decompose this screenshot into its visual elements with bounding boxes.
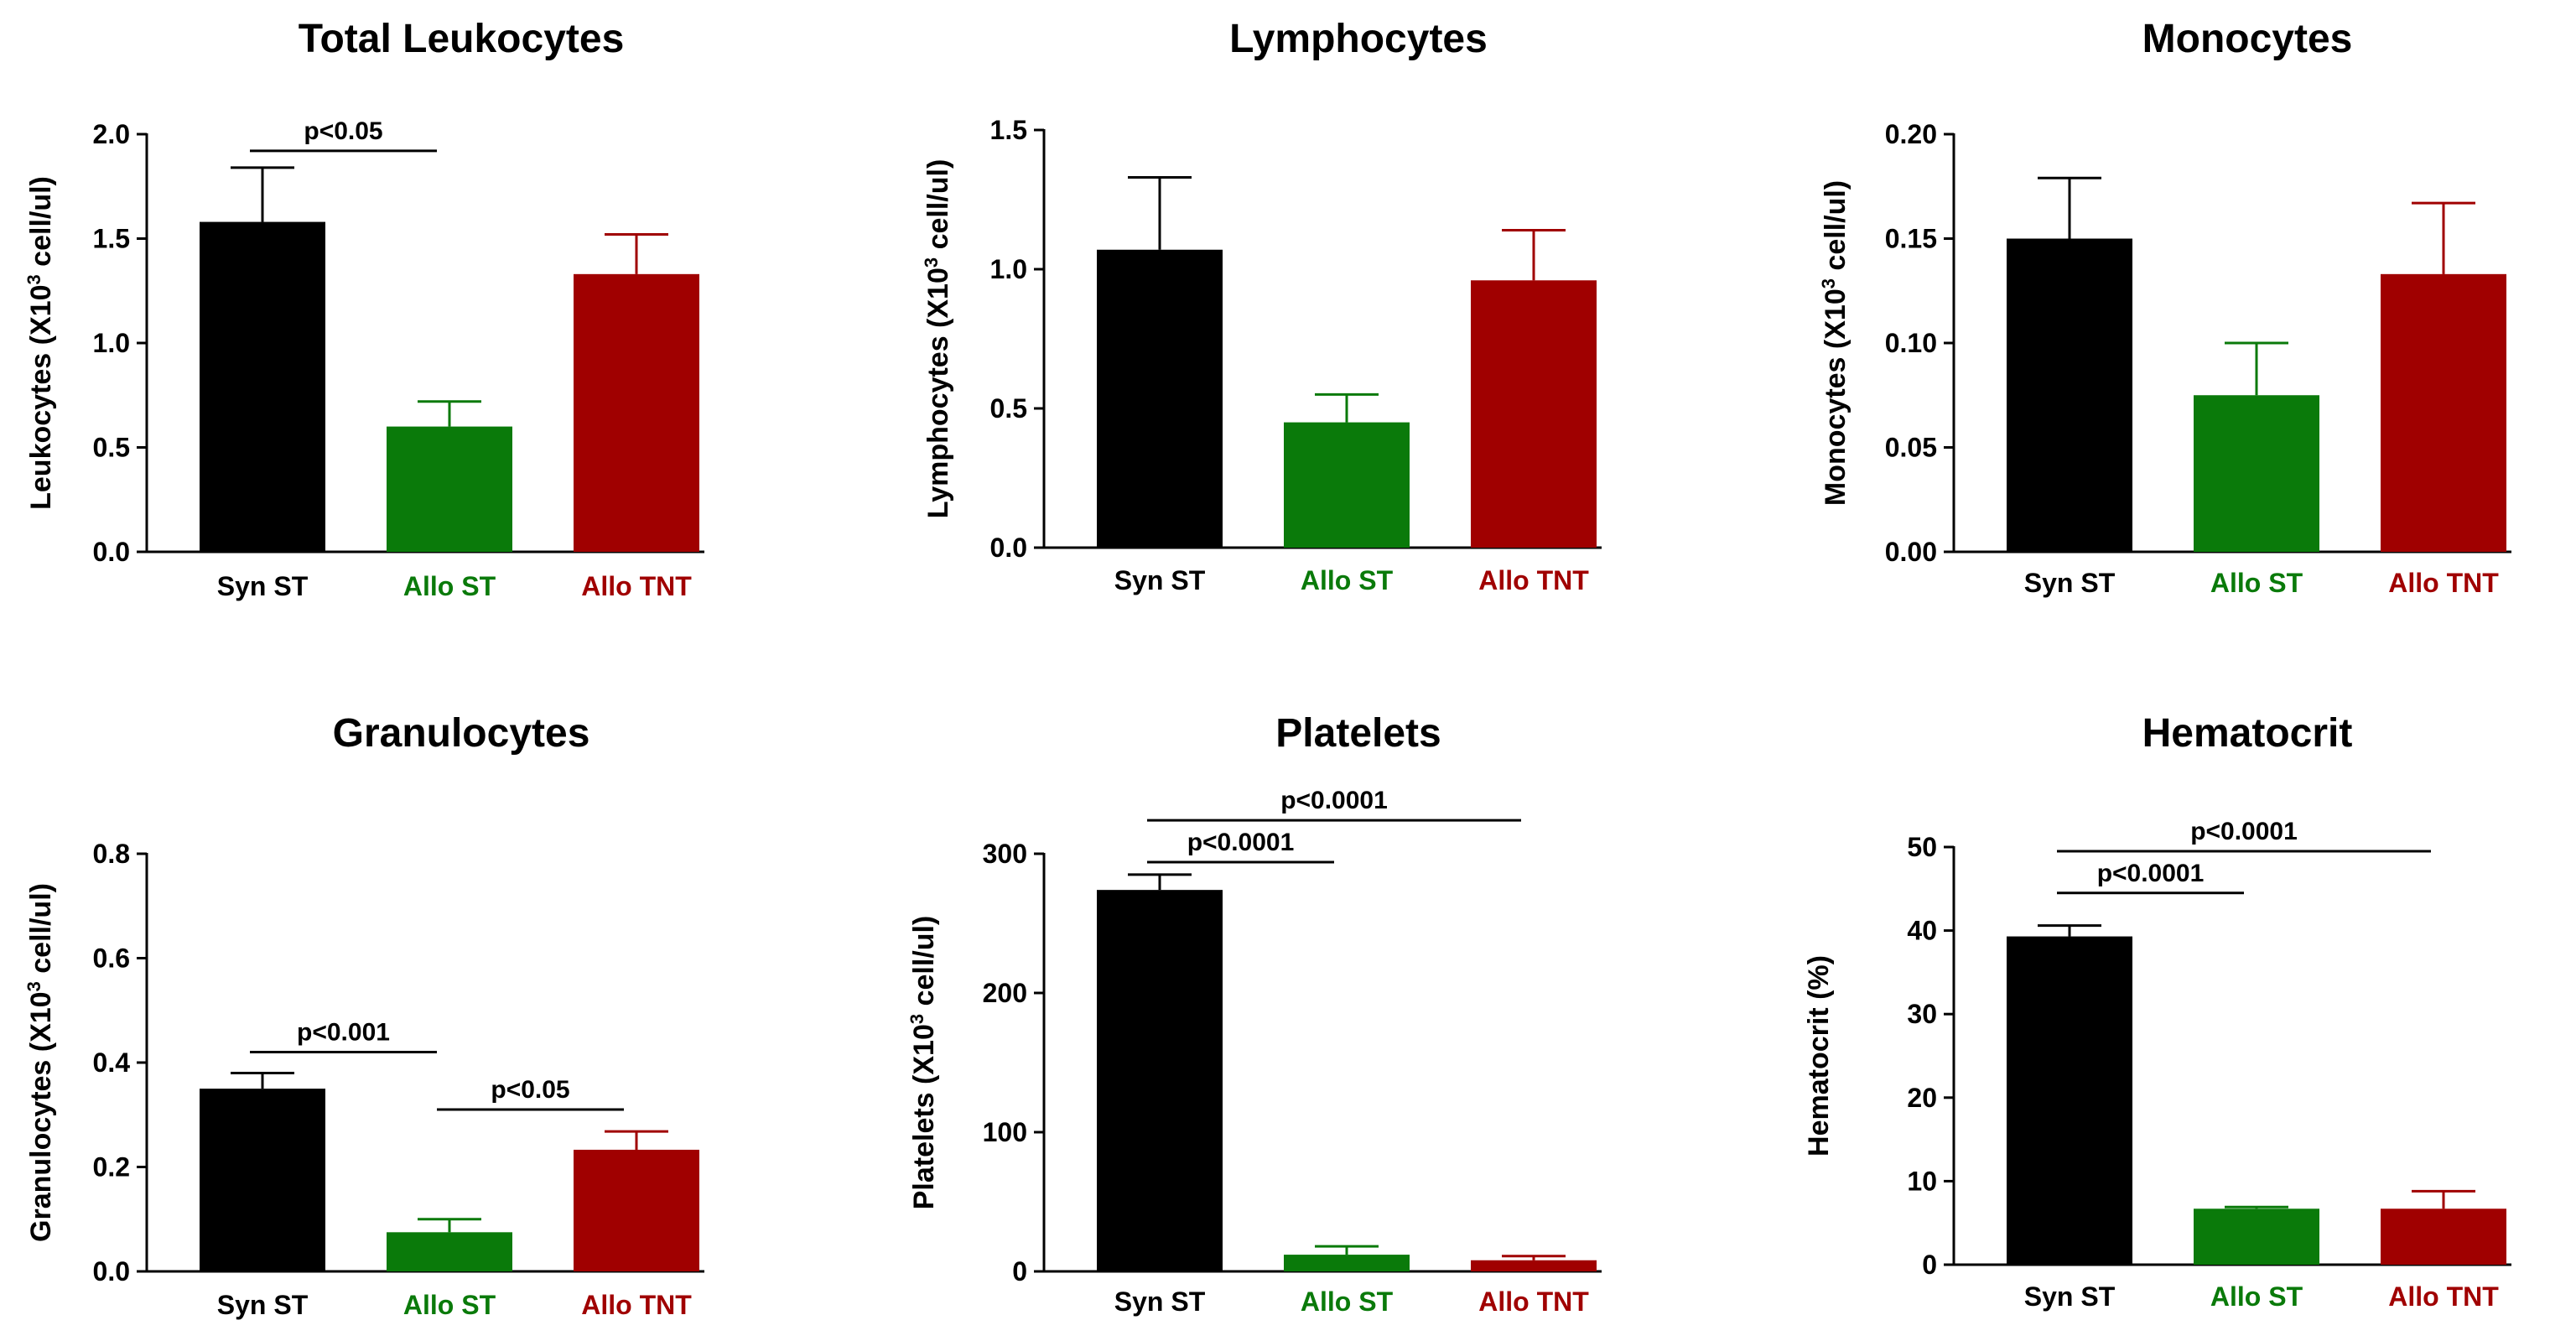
y-tick-label: 50 xyxy=(1907,832,1937,862)
y-tick-label: 1.5 xyxy=(93,224,130,254)
significance-label: p<0.0001 xyxy=(1187,829,1295,856)
y-axis-label: Platelets (X103 cell/ul) xyxy=(906,916,941,1210)
y-tick-label: 0.8 xyxy=(93,839,130,869)
bar-syn-st xyxy=(2007,238,2132,552)
category-label-syn-st: Syn ST xyxy=(1114,565,1206,595)
y-tick-label: 0.05 xyxy=(1885,433,1937,463)
significance-label: p<0.0001 xyxy=(1280,787,1388,814)
y-axis-label: Lymphocytes (X103 cell/ul) xyxy=(921,159,955,519)
bar-allo-tnt xyxy=(2381,273,2506,552)
category-label-allo-tnt: Allo TNT xyxy=(1478,1286,1589,1317)
category-label-syn-st: Syn ST xyxy=(217,1290,309,1320)
chart-panel-total-leukocytes: Total Leukocytes Leukocytes (X103 cell/ul… xyxy=(23,17,704,601)
category-label-allo-st: Allo ST xyxy=(403,571,496,601)
y-tick-label: 200 xyxy=(983,978,1027,1008)
bar-allo-st xyxy=(2194,395,2319,552)
chart-panel-platelets: Platelets Platelets (X103 cell/ul) 0 100 200… xyxy=(906,711,1602,1317)
chart-title: Total Leukocytes xyxy=(299,17,625,61)
y-tick-label: 1.0 xyxy=(93,328,130,358)
category-label-allo-tnt: Allo TNT xyxy=(581,571,692,601)
category-label-allo-st: Allo ST xyxy=(2210,568,2303,598)
y-tick-label: 0 xyxy=(1922,1250,1937,1280)
y-tick-label: 1.5 xyxy=(990,115,1027,145)
y-axis-label: Monocytes (X103 cell/ul) xyxy=(1818,180,1852,506)
bar-allo-st xyxy=(1284,1255,1410,1271)
chart-panel-monocytes: Monocytes Monocytes (X103 cell/ul) 0.00 0.0… xyxy=(1818,17,2511,598)
y-tick-label: 0.20 xyxy=(1885,119,1937,149)
y-tick-label: 0.0 xyxy=(990,533,1027,563)
y-tick-label: 0.00 xyxy=(1885,537,1937,567)
y-axis-label: Hematocrit (%) xyxy=(1803,955,1835,1156)
bar-syn-st xyxy=(1097,249,1223,548)
y-tick-label: 0.0 xyxy=(93,1256,130,1286)
y-tick-label: 0.6 xyxy=(93,943,130,974)
significance-label: p<0.05 xyxy=(491,1076,569,1104)
category-label-allo-tnt: Allo TNT xyxy=(581,1290,692,1320)
chart-panel-granulocytes: Granulocytes Granulocytes (X103 cell/ul) 0… xyxy=(23,711,704,1320)
category-label-syn-st: Syn ST xyxy=(2024,568,2116,598)
bar-syn-st xyxy=(200,1089,325,1271)
y-tick-label: 0.0 xyxy=(93,537,130,567)
y-tick-label: 20 xyxy=(1907,1083,1937,1113)
y-tick-label: 100 xyxy=(983,1117,1027,1147)
y-tick-label: 0.4 xyxy=(93,1047,131,1078)
y-tick-label: 30 xyxy=(1907,999,1937,1029)
bar-allo-tnt xyxy=(1471,1260,1597,1271)
bar-allo-tnt xyxy=(574,273,699,552)
bar-allo-tnt xyxy=(2381,1208,2506,1265)
chart-title: Monocytes xyxy=(2142,17,2353,61)
chart-panel-hematocrit: Hematocrit Hematocrit (%) 0 10 20 30 40 50 Syn S… xyxy=(1803,711,2511,1312)
category-label-allo-st: Allo ST xyxy=(2210,1281,2303,1312)
y-tick-label: 0.5 xyxy=(93,433,130,463)
chart-title: Lymphocytes xyxy=(1229,17,1488,61)
significance-label: p<0.05 xyxy=(304,117,382,145)
y-tick-label: 1.0 xyxy=(990,254,1027,284)
category-label-allo-tnt: Allo TNT xyxy=(1478,565,1589,595)
category-label-syn-st: Syn ST xyxy=(217,571,309,601)
bar-allo-st xyxy=(2194,1208,2319,1265)
category-label-syn-st: Syn ST xyxy=(1114,1286,1206,1317)
chart-title: Granulocytes xyxy=(333,711,590,756)
bar-allo-st xyxy=(387,426,512,552)
y-tick-label: 0 xyxy=(1012,1256,1027,1286)
bar-allo-st xyxy=(387,1232,512,1271)
y-tick-label: 2.0 xyxy=(93,119,130,149)
y-tick-label: 300 xyxy=(983,839,1027,869)
significance-label: p<0.0001 xyxy=(2190,818,2298,845)
category-label-allo-st: Allo ST xyxy=(403,1290,496,1320)
chart-panel-lymphocytes: Lymphocytes Lymphocytes (X103 cell/ul) 0.0… xyxy=(921,17,1602,595)
bar-syn-st xyxy=(2007,936,2132,1265)
chart-title: Platelets xyxy=(1275,711,1441,756)
category-label-allo-tnt: Allo TNT xyxy=(2388,1281,2499,1312)
category-label-allo-tnt: Allo TNT xyxy=(2388,568,2499,598)
chart-title: Hematocrit xyxy=(2142,711,2353,756)
bar-allo-st xyxy=(1284,422,1410,548)
y-tick-label: 0.2 xyxy=(93,1152,130,1182)
y-tick-label: 0.10 xyxy=(1885,328,1937,358)
y-tick-label: 40 xyxy=(1907,916,1937,946)
category-label-syn-st: Syn ST xyxy=(2024,1281,2116,1312)
bar-allo-tnt xyxy=(574,1149,699,1271)
bar-syn-st xyxy=(1097,890,1223,1271)
y-tick-label: 0.5 xyxy=(990,393,1027,424)
significance-label: p<0.001 xyxy=(297,1019,390,1047)
y-axis-label: Granulocytes (X103 cell/ul) xyxy=(23,883,58,1242)
category-label-allo-st: Allo ST xyxy=(1301,565,1394,595)
bar-allo-tnt xyxy=(1471,280,1597,548)
category-label-allo-st: Allo ST xyxy=(1301,1286,1394,1317)
y-tick-label: 0.15 xyxy=(1885,224,1937,254)
significance-label: p<0.0001 xyxy=(2097,860,2205,887)
y-axis-label: Leukocytes (X103 cell/ul) xyxy=(23,176,58,510)
bar-syn-st xyxy=(200,221,325,552)
y-tick-label: 10 xyxy=(1907,1166,1937,1196)
